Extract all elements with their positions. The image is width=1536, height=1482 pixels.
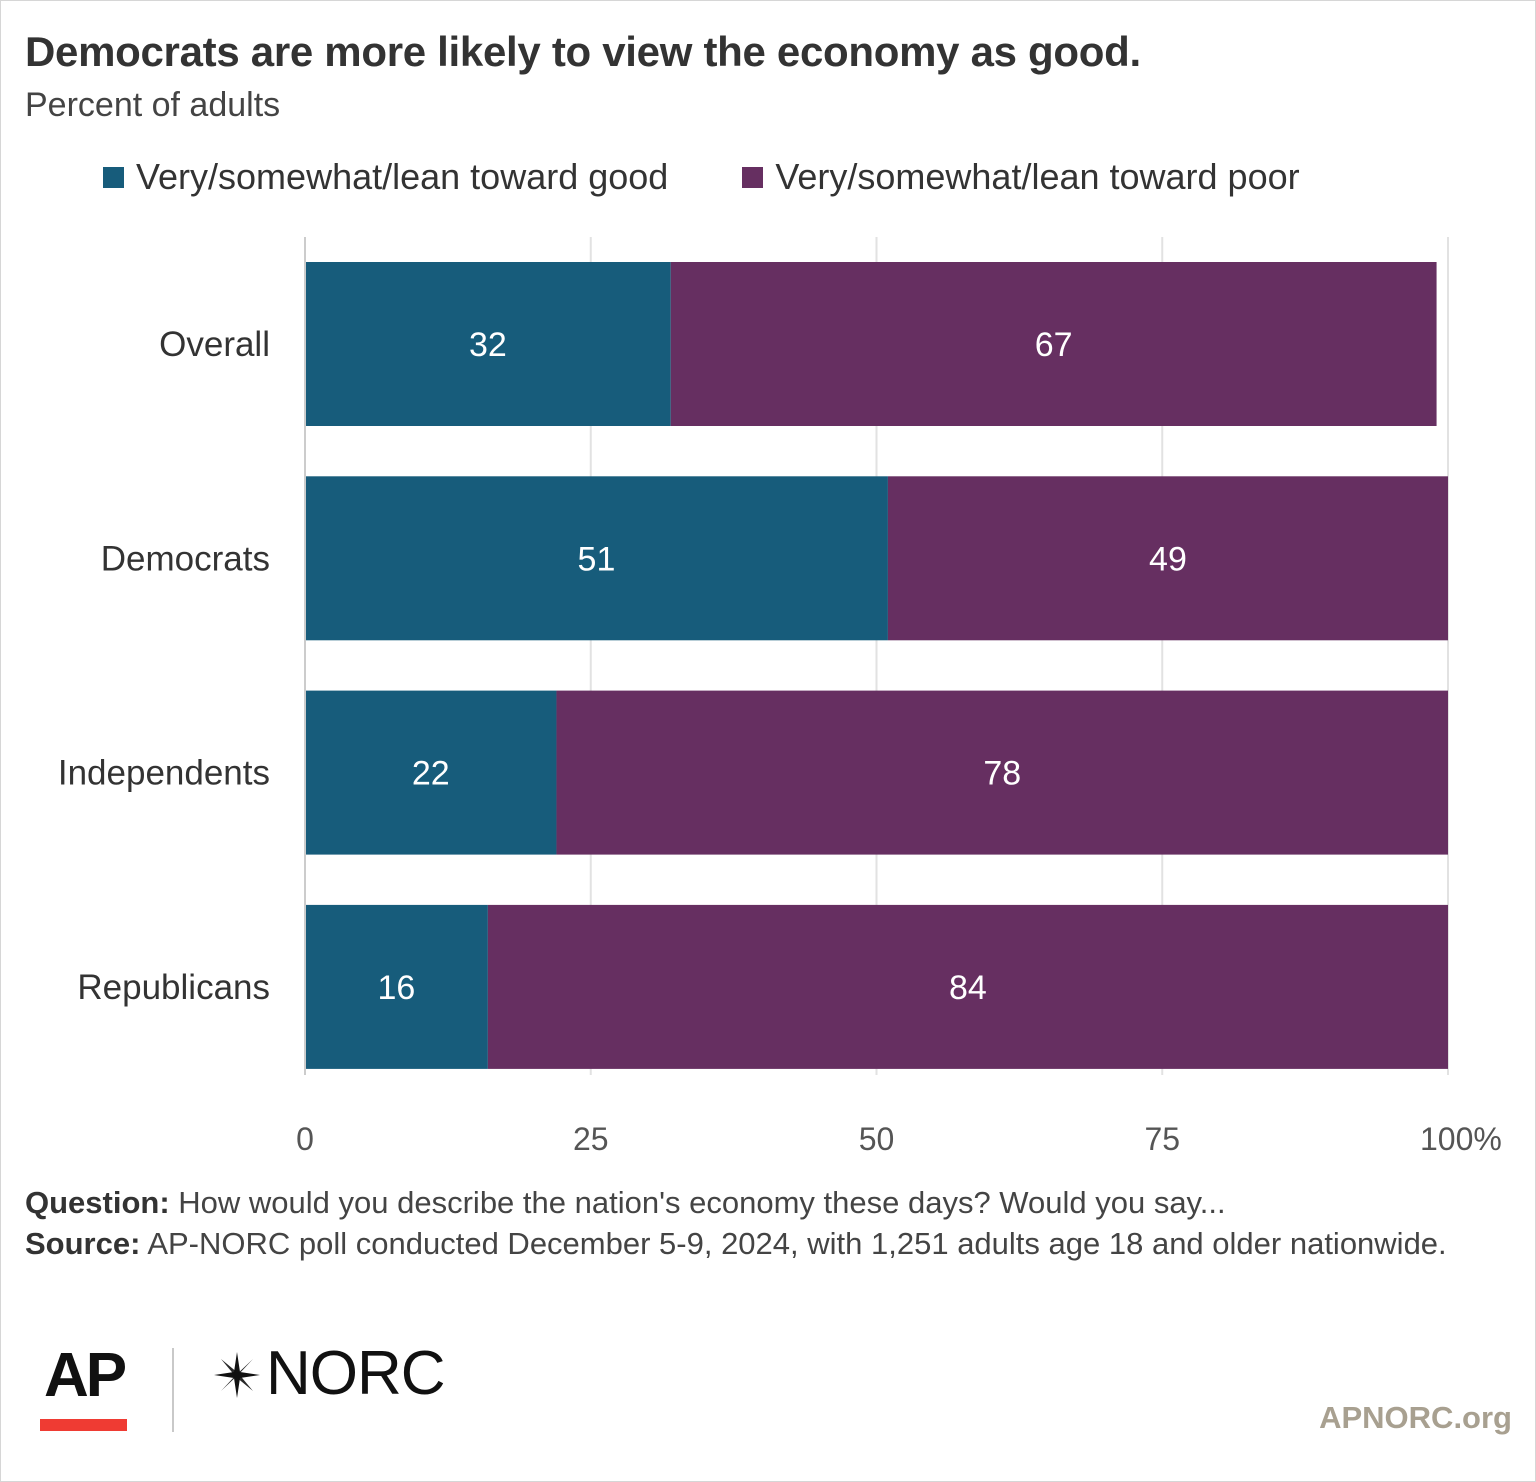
norc-logo: NORC: [266, 1339, 446, 1408]
data-label: 84: [949, 969, 987, 1007]
x-tick-label: 50: [859, 1121, 895, 1157]
legend: Very/somewhat/lean toward good Very/some…: [103, 155, 1374, 199]
x-tick-label: 25: [573, 1121, 609, 1157]
chart-subtitle: Percent of adults: [25, 86, 281, 124]
bar-poor: [556, 690, 1448, 855]
data-label: 16: [378, 969, 416, 1007]
category-label: Independents: [58, 754, 270, 793]
question-note: Question: How would you describe the nat…: [25, 1182, 1495, 1223]
data-label: 22: [412, 755, 450, 793]
data-label: 67: [1035, 326, 1073, 364]
question-label: Question:: [25, 1185, 170, 1220]
legend-label-good: Very/somewhat/lean toward good: [136, 156, 669, 197]
bar-chart: 0 25 50 75 100% Overall 32 67 Democrats 51 49 Indep…: [58, 237, 1502, 1157]
bar-poor: [887, 476, 1448, 641]
x-tick-label: 75: [1144, 1121, 1180, 1157]
bar-good: [305, 904, 488, 1069]
x-tick-label: 100%: [1420, 1121, 1502, 1157]
legend-item-poor: Very/somewhat/lean toward poor: [742, 156, 1300, 198]
legend-swatch-poor: [742, 166, 764, 188]
data-label: 51: [578, 540, 616, 578]
category-label: Republicans: [77, 968, 270, 1007]
legend-swatch-good: [103, 166, 124, 188]
chart-title: Democrats are more likely to view the ec…: [25, 28, 1141, 75]
data-label: 32: [469, 326, 507, 364]
norc-star-icon: [214, 1352, 260, 1398]
bar-poor: [487, 904, 1448, 1069]
chart-notes: Question: How would you describe the nat…: [25, 1182, 1495, 1264]
ap-logo-underline: [40, 1419, 127, 1431]
legend-item-good: Very/somewhat/lean toward good: [103, 156, 668, 198]
website-label: APNORC.org: [1319, 1400, 1512, 1435]
data-label: 49: [1149, 540, 1187, 578]
source-note: Source: AP-NORC poll conducted December …: [25, 1223, 1495, 1264]
source-text: AP-NORC poll conducted December 5-9, 202…: [147, 1226, 1447, 1261]
data-label: 78: [983, 755, 1021, 793]
question-text: How would you describe the nation's econ…: [178, 1185, 1226, 1220]
legend-label-poor: Very/somewhat/lean toward poor: [775, 156, 1300, 197]
source-label: Source:: [25, 1226, 141, 1261]
bar-good: [305, 262, 671, 426]
bar-good: [305, 476, 888, 641]
x-tick-label: 0: [296, 1121, 314, 1157]
bar-good: [305, 690, 557, 855]
category-label: Democrats: [101, 539, 270, 578]
bar-poor: [670, 262, 1437, 426]
ap-logo: AP: [44, 1341, 127, 1410]
logo-divider: [172, 1348, 174, 1432]
category-label: Overall: [159, 325, 270, 364]
